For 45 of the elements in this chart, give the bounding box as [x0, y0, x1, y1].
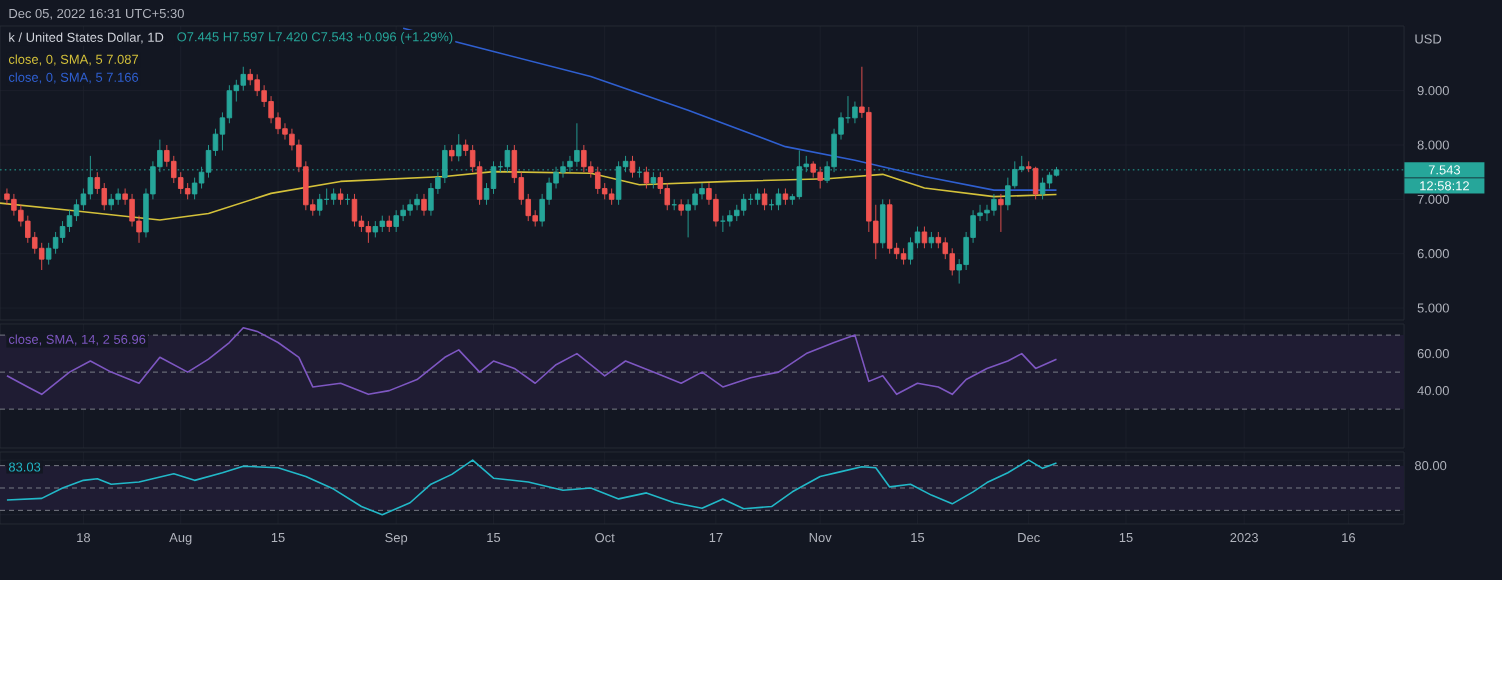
- candlestick: [344, 193, 351, 206]
- candlestick: [608, 188, 615, 206]
- candlestick: [754, 188, 761, 206]
- candlestick: [414, 193, 420, 211]
- candlestick: [928, 231, 935, 249]
- candlestick: [740, 193, 747, 217]
- candlestick: [886, 198, 893, 255]
- candlestick: [456, 133, 462, 162]
- candlestick: [393, 209, 399, 233]
- candlestick: [581, 144, 587, 173]
- candlestick: [351, 193, 358, 227]
- line-series: [0, 170, 1058, 221]
- candlestick: [900, 247, 907, 266]
- candlestick: [998, 193, 1004, 233]
- candlestick: [629, 155, 636, 179]
- candlestick: [386, 215, 392, 233]
- candlestick: [449, 144, 455, 162]
- candlestick: [671, 198, 677, 211]
- line-series: [402, 27, 1058, 191]
- candlestick: [1032, 166, 1039, 200]
- candlestick: [407, 198, 413, 217]
- candlestick: [595, 166, 601, 195]
- candlestick: [372, 220, 379, 238]
- candlestick: [421, 193, 427, 217]
- candlestick: [727, 209, 733, 227]
- line-series: [6, 326, 1058, 396]
- candlestick: [782, 188, 789, 206]
- candlestick: [330, 188, 337, 206]
- candlestick: [316, 193, 323, 217]
- candlestick: [775, 188, 782, 211]
- candlestick: [115, 188, 121, 206]
- candlestick: [817, 166, 823, 189]
- candlestick: [108, 193, 114, 211]
- candlestick: [1039, 177, 1046, 200]
- candlestick: [379, 215, 386, 233]
- candlestick: [879, 198, 886, 249]
- candlestick: [337, 188, 344, 206]
- candlestick: [365, 220, 372, 244]
- candlestick: [678, 198, 684, 217]
- candlestick: [720, 215, 726, 233]
- candlestick: [761, 188, 768, 211]
- candlestick: [643, 166, 650, 189]
- candlestick: [991, 193, 997, 217]
- candlestick: [921, 226, 928, 249]
- candlestick: [852, 101, 858, 124]
